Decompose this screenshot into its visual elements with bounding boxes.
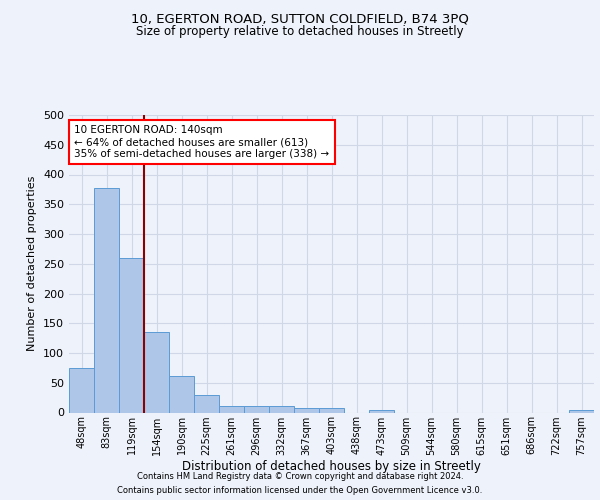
Bar [144, 332, 169, 412]
Text: 10 EGERTON ROAD: 140sqm
← 64% of detached houses are smaller (613)
35% of semi-d: 10 EGERTON ROAD: 140sqm ← 64% of detache… [74, 126, 329, 158]
Bar [369, 410, 394, 412]
Bar [119, 258, 144, 412]
Bar [69, 368, 94, 412]
Bar [244, 406, 269, 412]
Text: Contains public sector information licensed under the Open Government Licence v3: Contains public sector information licen… [118, 486, 482, 495]
Bar [194, 395, 219, 412]
Y-axis label: Number of detached properties: Number of detached properties [28, 176, 37, 352]
Bar [169, 376, 194, 412]
Bar [294, 408, 319, 412]
Bar [319, 408, 344, 412]
X-axis label: Distribution of detached houses by size in Streetly: Distribution of detached houses by size … [182, 460, 481, 473]
Text: 10, EGERTON ROAD, SUTTON COLDFIELD, B74 3PQ: 10, EGERTON ROAD, SUTTON COLDFIELD, B74 … [131, 12, 469, 26]
Bar [219, 406, 244, 412]
Bar [269, 406, 294, 412]
Bar [94, 188, 119, 412]
Text: Contains HM Land Registry data © Crown copyright and database right 2024.: Contains HM Land Registry data © Crown c… [137, 472, 463, 481]
Text: Size of property relative to detached houses in Streetly: Size of property relative to detached ho… [136, 25, 464, 38]
Bar [569, 410, 594, 412]
